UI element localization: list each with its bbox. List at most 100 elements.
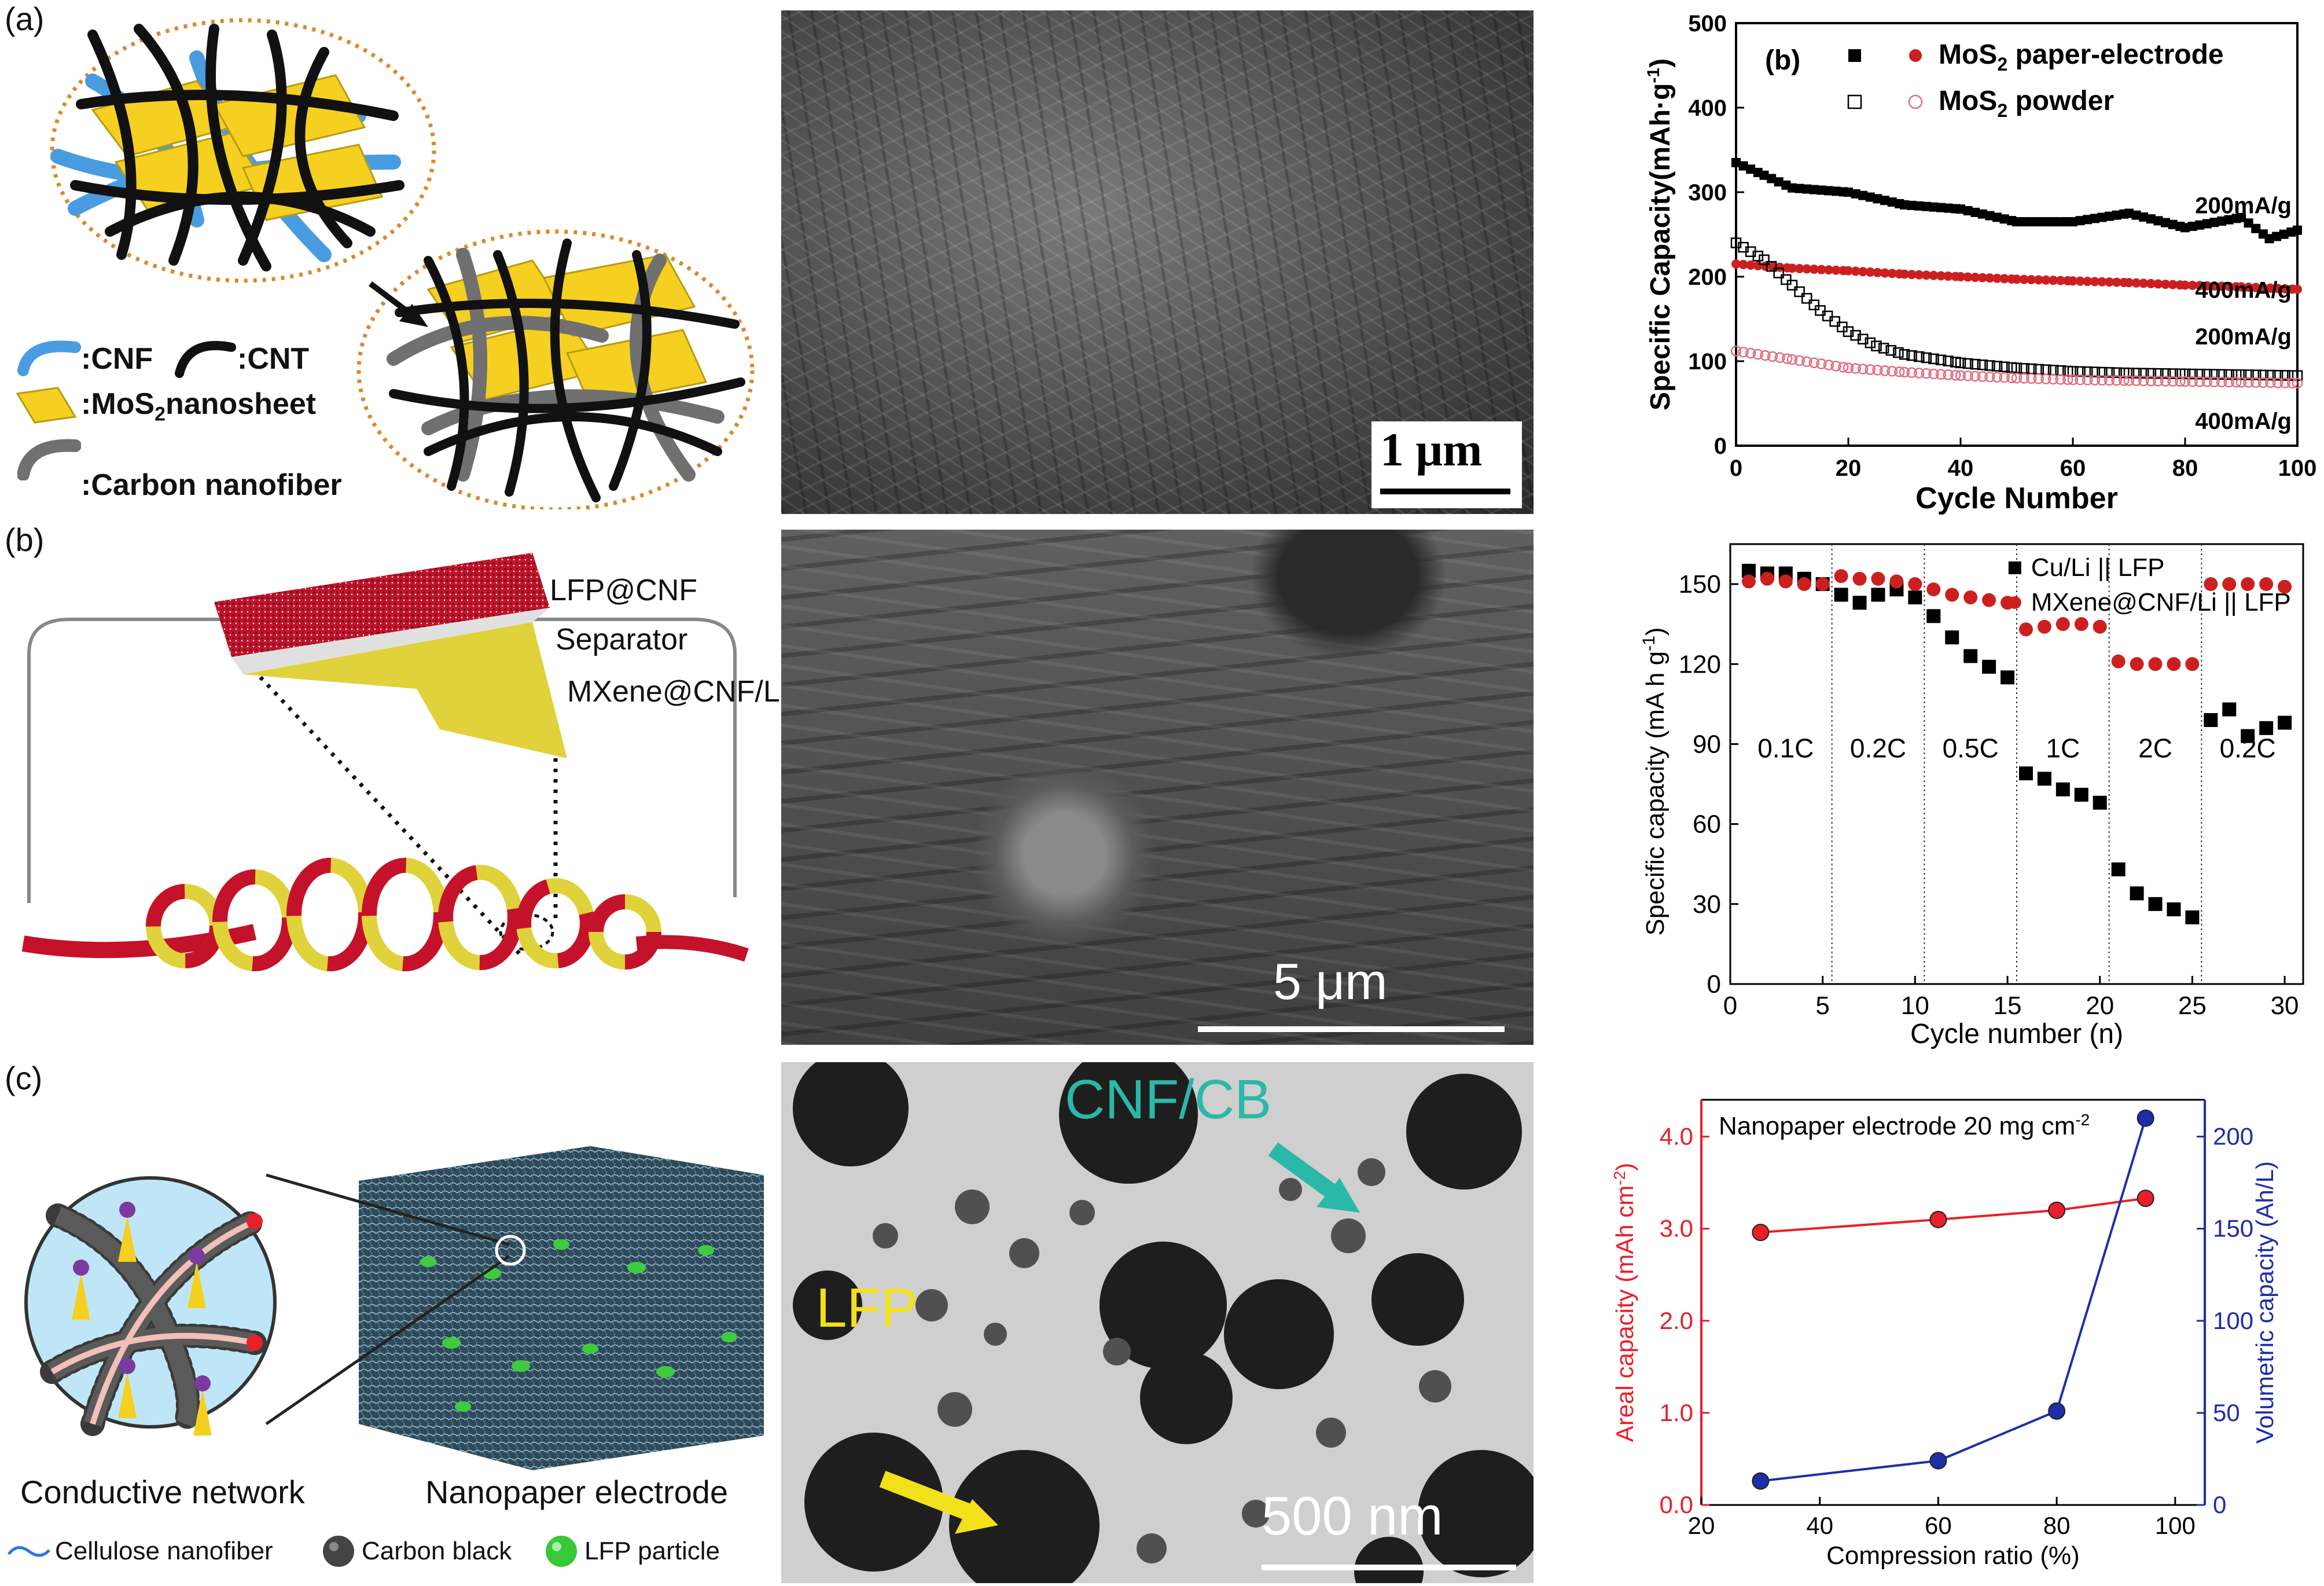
y-tick-label: 90 (1693, 730, 1721, 758)
data-point (1985, 273, 1995, 283)
scale-bar-line-a (1380, 489, 1510, 494)
data-point (2123, 375, 2135, 386)
scale-bar-line-b (1198, 1026, 1505, 1032)
data-point (1851, 189, 1860, 199)
data-point (2083, 277, 2093, 287)
data-point (1830, 361, 1841, 372)
x-tick-label: 5 (1815, 992, 1829, 1020)
data-point (2019, 274, 2029, 284)
legend-label-rest: powder (2007, 86, 2114, 116)
data-point (2180, 223, 2190, 233)
data-point (2259, 721, 2274, 735)
data-point (2048, 1201, 2066, 1219)
y-axis-label-sup: -1 (1639, 636, 1659, 651)
data-point (1834, 569, 1848, 583)
data-point (2037, 619, 2051, 634)
legend-mos2: :MoS2nanosheet (81, 387, 316, 425)
data-point (2272, 232, 2282, 241)
data-point (2244, 282, 2253, 292)
data-point (1788, 263, 1797, 273)
data-point (2279, 370, 2290, 381)
legend-label: MoS2 powder (1939, 86, 2114, 121)
data-point (1921, 270, 1931, 280)
data-point (2131, 368, 2142, 379)
data-point (2146, 214, 2156, 224)
data-point (2209, 218, 2219, 227)
tem-label-cnf-cb: CNF/CB (1065, 1069, 1272, 1130)
data-point (1969, 370, 1981, 382)
data-point (1746, 164, 1756, 174)
data-point (1815, 305, 1826, 316)
data-point (2251, 282, 2261, 292)
data-point (2237, 212, 2246, 222)
data-point (1773, 267, 1784, 278)
y-axis-label: Specific capacity (mA h g-1) (1639, 627, 1670, 936)
data-point (2139, 212, 2149, 222)
rate-label: 2C (2138, 733, 2172, 763)
legend-mos2-b: nanosheet (166, 387, 317, 421)
data-point (2257, 369, 2269, 381)
data-point (2179, 368, 2191, 380)
data-point (2097, 375, 2108, 386)
tem-particles (781, 1062, 1534, 1583)
data-point (1963, 590, 1978, 605)
data-point (2018, 622, 2033, 637)
data-point (1730, 346, 1742, 357)
data-point (1843, 362, 1854, 373)
panel-tag: (b) (1765, 45, 1800, 76)
data-point (1809, 265, 1819, 274)
data-point (2168, 219, 2178, 229)
y-tick-label: 150 (1679, 570, 1721, 599)
y-right-tick-label: 200 (2213, 1123, 2253, 1150)
data-point (1844, 188, 1853, 197)
data-point (1992, 273, 2002, 283)
data-point (2287, 377, 2298, 389)
data-point (1871, 571, 1885, 586)
data-point (1899, 366, 1910, 378)
data-point (1844, 266, 1853, 276)
data-point (1999, 361, 2010, 373)
data-point (2153, 279, 2163, 289)
data-point (1977, 209, 1987, 219)
data-point (1991, 372, 2003, 383)
data-point (1908, 590, 1922, 605)
data-point (2089, 366, 2101, 377)
data-point (2266, 283, 2275, 293)
data-point (1782, 353, 1793, 365)
data-point (2278, 579, 2292, 594)
data-point (1999, 214, 2009, 224)
rate-label: 0.2C (1850, 733, 1906, 763)
data-point (1929, 202, 1939, 212)
data-point (2055, 782, 2070, 796)
data-point (1775, 262, 1785, 272)
y-axis-label-close: ) (1645, 58, 1676, 68)
data-point (2055, 617, 2070, 632)
data-point (2160, 376, 2171, 387)
data-point (1752, 251, 1764, 262)
x-tick-label: 100 (2155, 1512, 2196, 1539)
lfp-particle-legend-icon (546, 1536, 577, 1567)
y-tick-label: 100 (1688, 349, 1727, 375)
data-point (1802, 264, 1812, 274)
data-point (2083, 215, 2093, 225)
data-point (1851, 266, 1860, 276)
data-point (2187, 222, 2197, 232)
data-point (2019, 217, 2029, 227)
data-point (2001, 596, 2015, 610)
data-point (2049, 217, 2058, 227)
data-point (1893, 347, 1904, 358)
data-point (1991, 361, 2003, 372)
data-point (2112, 210, 2121, 220)
data-point (2265, 369, 2276, 381)
panel-label-b: (b) (5, 522, 45, 558)
data-point (2145, 368, 2157, 379)
data-point (1982, 659, 1996, 674)
x-tick-label: 25 (2178, 992, 2207, 1020)
scale-bar-line-c (1262, 1565, 1516, 1570)
data-point (2075, 366, 2086, 377)
data-point (1801, 356, 1812, 368)
data-point (2074, 617, 2088, 632)
data-point (2074, 787, 2088, 802)
data-point (1936, 271, 1946, 281)
data-point (1816, 358, 1827, 369)
